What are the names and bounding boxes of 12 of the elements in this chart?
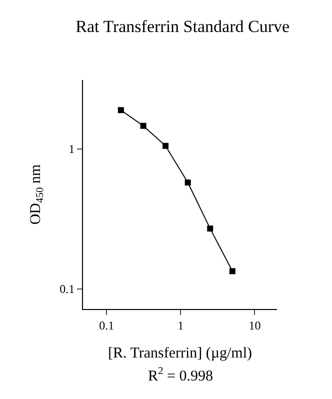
point: [162, 142, 169, 149]
text: R$^{2}$ = 0.998: [148, 366, 213, 384]
point: [207, 226, 214, 232]
point: [184, 180, 191, 186]
x-tick-label: 0.1: [99, 318, 114, 332]
point: [229, 268, 236, 274]
x-tick-label: 10: [248, 318, 261, 332]
x-axis-title: [R. Transferrin] (µg/ml): [108, 345, 252, 362]
x-tick-label: 1: [178, 318, 184, 332]
point: [140, 122, 146, 129]
point: [118, 107, 124, 114]
chart-title: Rat Transferrin Standard Curve: [76, 16, 290, 36]
